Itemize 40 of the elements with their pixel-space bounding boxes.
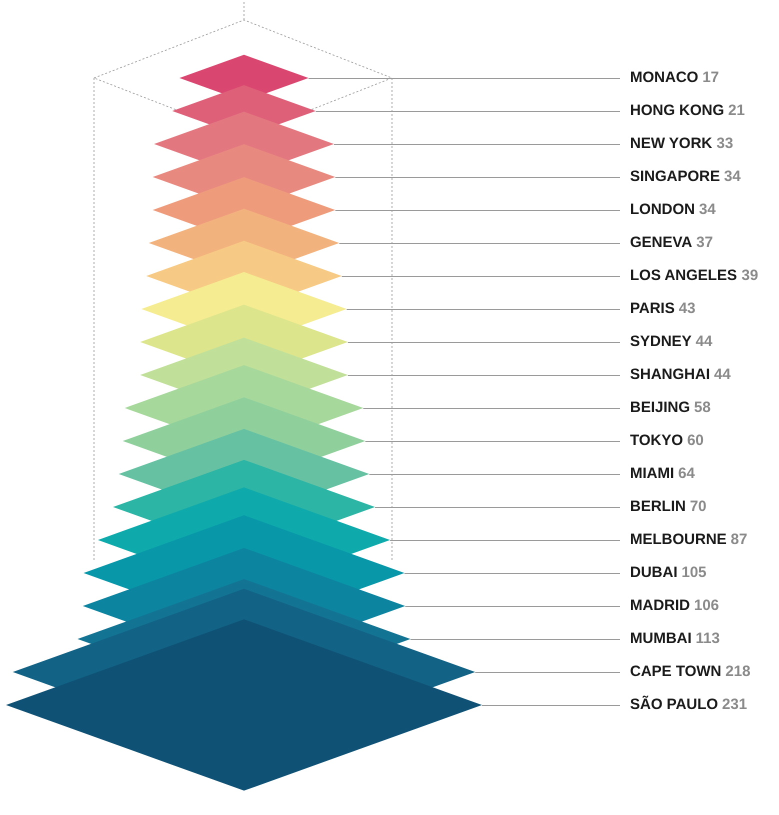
- data-label: 44: [714, 366, 732, 384]
- category-label: TOKYO: [630, 432, 684, 450]
- data-label: 37: [696, 234, 713, 252]
- data-label: 34: [698, 201, 716, 218]
- data-label: 70: [690, 498, 707, 516]
- category-label: MELBOURNE: [630, 531, 727, 548]
- data-label: 39: [742, 267, 758, 284]
- category-label: LOS ANGELES: [630, 267, 737, 284]
- category-label: HONG KONG: [630, 102, 724, 120]
- data-label: 106: [694, 597, 720, 614]
- data-label: 60: [687, 432, 704, 450]
- category-label: DUBAI: [630, 564, 678, 582]
- category-label: MADRID: [630, 597, 690, 614]
- data-label: 34: [724, 168, 742, 186]
- data-label: 58: [694, 399, 711, 416]
- category-label: CAPE TOWN: [630, 663, 722, 680]
- category-label: GENEVA: [630, 234, 692, 252]
- category-label: MIAMI: [630, 465, 674, 482]
- data-label: 64: [678, 465, 696, 482]
- data-label: 17: [702, 69, 720, 86]
- data-label: 43: [678, 300, 696, 318]
- category-label: SHANGHAI: [630, 366, 710, 384]
- data-label: 21: [728, 102, 745, 120]
- data-label: 113: [696, 630, 720, 648]
- category-label: SYDNEY: [630, 333, 692, 350]
- category-label: SÃO PAULO: [630, 695, 718, 714]
- category-label: LONDON: [630, 201, 695, 218]
- data-label: 105: [682, 564, 707, 582]
- data-label: 231: [722, 696, 748, 714]
- category-label: BERLIN: [630, 498, 686, 516]
- data-label: 87: [730, 531, 748, 548]
- category-label: BEIJING: [630, 399, 690, 416]
- category-label: NEW YORK: [630, 135, 712, 152]
- data-label: 218: [725, 663, 750, 680]
- category-label: SINGAPORE: [630, 168, 720, 186]
- category-label: MONACO: [630, 69, 699, 86]
- category-label: PARIS: [630, 300, 675, 318]
- data-label: 44: [696, 333, 714, 350]
- category-label: MUMBAI: [630, 630, 692, 648]
- data-label: 33: [716, 135, 734, 152]
